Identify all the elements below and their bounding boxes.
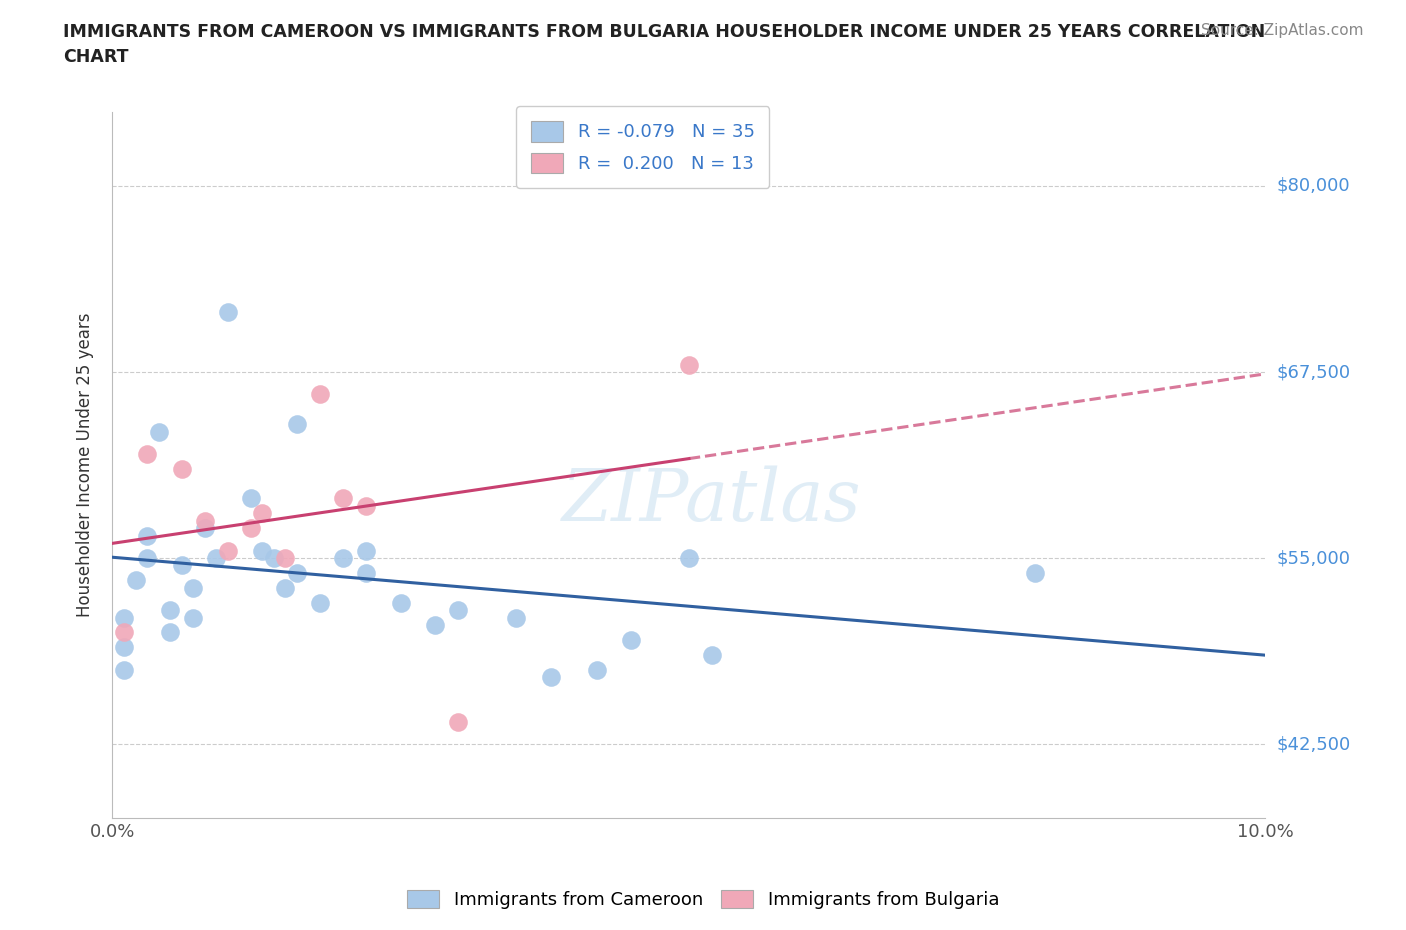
Point: [354, 565, 377, 580]
Point: [181, 580, 204, 595]
Point: [309, 595, 332, 610]
Point: [447, 603, 470, 618]
Point: [159, 625, 181, 640]
Text: $42,500: $42,500: [1277, 735, 1351, 753]
Point: [274, 580, 297, 595]
Y-axis label: Householder Income Under 25 years: Householder Income Under 25 years: [76, 312, 94, 618]
Text: $67,500: $67,500: [1277, 363, 1351, 381]
Point: [239, 491, 262, 506]
Point: [332, 491, 354, 506]
Point: [678, 551, 700, 565]
Point: [181, 610, 204, 625]
Point: [354, 498, 377, 513]
Text: CHART: CHART: [63, 48, 129, 66]
Point: [620, 632, 643, 647]
Point: [285, 417, 308, 432]
Point: [170, 558, 193, 573]
Point: [252, 506, 274, 521]
Point: [217, 305, 239, 320]
Point: [112, 662, 135, 677]
Point: [389, 595, 412, 610]
Point: [205, 551, 228, 565]
Point: [148, 424, 170, 439]
Point: [136, 446, 159, 461]
Text: IMMIGRANTS FROM CAMEROON VS IMMIGRANTS FROM BULGARIA HOUSEHOLDER INCOME UNDER 25: IMMIGRANTS FROM CAMEROON VS IMMIGRANTS F…: [63, 23, 1265, 41]
Point: [136, 528, 159, 543]
Text: $80,000: $80,000: [1277, 177, 1350, 195]
Point: [505, 610, 527, 625]
Legend: Immigrants from Cameroon, Immigrants from Bulgaria: Immigrants from Cameroon, Immigrants fro…: [399, 883, 1007, 916]
Point: [124, 573, 146, 588]
Point: [239, 521, 262, 536]
Point: [285, 565, 308, 580]
Point: [425, 618, 447, 632]
Point: [540, 670, 562, 684]
Point: [309, 387, 332, 402]
Point: [252, 543, 274, 558]
Point: [217, 543, 239, 558]
Point: [112, 640, 135, 655]
Point: [194, 521, 217, 536]
Point: [170, 461, 193, 476]
Point: [678, 357, 700, 372]
Point: [332, 551, 354, 565]
Point: [263, 551, 285, 565]
Point: [585, 662, 607, 677]
Text: Source: ZipAtlas.com: Source: ZipAtlas.com: [1201, 23, 1364, 38]
Legend: R = -0.079   N = 35, R =  0.200   N = 13: R = -0.079 N = 35, R = 0.200 N = 13: [516, 107, 769, 188]
Point: [159, 603, 181, 618]
Point: [136, 551, 159, 565]
Point: [112, 625, 135, 640]
Point: [1024, 565, 1046, 580]
Point: [354, 543, 377, 558]
Point: [700, 647, 723, 662]
Text: ZIPatlas: ZIPatlas: [562, 465, 862, 536]
Point: [274, 551, 297, 565]
Text: $55,000: $55,000: [1277, 549, 1351, 567]
Point: [447, 714, 470, 729]
Point: [112, 610, 135, 625]
Point: [194, 513, 217, 528]
